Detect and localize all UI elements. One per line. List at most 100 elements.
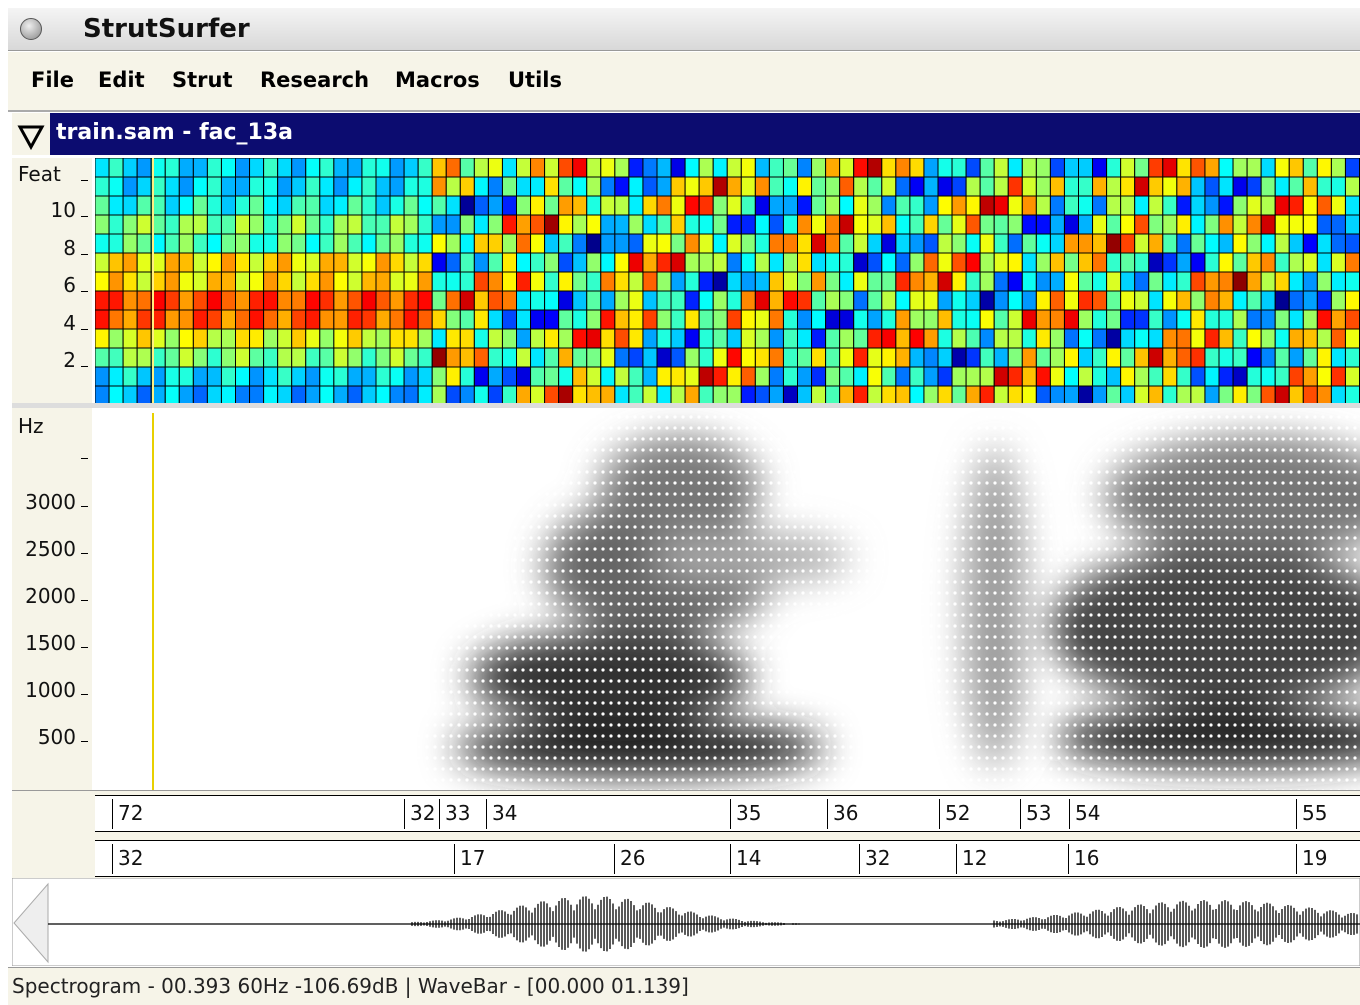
- heatmap-cell: [334, 367, 348, 386]
- heatmap-cell: [545, 348, 559, 367]
- heatmap-cell: [882, 329, 896, 348]
- heatmap-cell: [1121, 367, 1135, 386]
- heatmap-cell: [1036, 253, 1050, 272]
- heatmap-cell: [924, 291, 938, 310]
- heatmap-cell: [1036, 196, 1050, 215]
- heatmap-cell: [1205, 386, 1219, 403]
- menu-item[interactable]: File: [31, 68, 74, 92]
- axis-tick-label: 1500: [25, 631, 76, 655]
- heatmap-cell: [1163, 310, 1177, 329]
- heatmap-cell: [938, 158, 952, 177]
- heatmap-cell: [95, 291, 109, 310]
- heatmap-cell: [854, 177, 868, 196]
- heatmap-cell: [1064, 386, 1078, 403]
- heatmap-cell: [250, 348, 264, 367]
- heatmap-cell: [1135, 329, 1149, 348]
- heatmap-cell: [488, 291, 502, 310]
- heatmap-cell: [1093, 158, 1107, 177]
- heatmap-cell: [390, 291, 404, 310]
- segment-label[interactable]: 53: [1026, 801, 1051, 825]
- heatmap-cell: [783, 272, 797, 291]
- segment-label[interactable]: 32: [865, 846, 890, 870]
- heatmap-cell: [1064, 234, 1078, 253]
- menu-item[interactable]: Edit: [98, 68, 145, 92]
- heatmap-cell: [264, 234, 278, 253]
- heatmap-cell: [1050, 158, 1064, 177]
- segment-label[interactable]: 33: [445, 801, 470, 825]
- heatmap-cell: [629, 177, 643, 196]
- heatmap-cell: [1177, 215, 1191, 234]
- heatmap-cell: [236, 348, 250, 367]
- segment-label[interactable]: 32: [410, 801, 435, 825]
- heatmap-cell: [952, 272, 966, 291]
- window-button[interactable]: [20, 18, 42, 40]
- segment-label[interactable]: 12: [962, 846, 987, 870]
- segment-label[interactable]: 54: [1075, 801, 1100, 825]
- heatmap-cell: [755, 310, 769, 329]
- heatmap-cell: [207, 158, 221, 177]
- segment-label[interactable]: 19: [1302, 846, 1327, 870]
- heatmap-cell: [474, 367, 488, 386]
- heatmap-cell: [348, 329, 362, 348]
- segment-label[interactable]: 52: [945, 801, 970, 825]
- menu-item[interactable]: Macros: [395, 68, 480, 92]
- heatmap-cell: [207, 215, 221, 234]
- heatmap-cell: [685, 348, 699, 367]
- segment-label[interactable]: 72: [118, 801, 143, 825]
- heatmap-cell: [474, 348, 488, 367]
- segment-label[interactable]: 35: [736, 801, 761, 825]
- heatmap-cell: [531, 386, 545, 403]
- segment-label[interactable]: 55: [1302, 801, 1327, 825]
- heatmap-cell: [868, 348, 882, 367]
- menu-item[interactable]: Utils: [508, 68, 562, 92]
- heatmap-cell: [1135, 215, 1149, 234]
- heatmap-cell: [699, 196, 713, 215]
- heatmap-cell: [207, 272, 221, 291]
- heatmap-cell: [264, 310, 278, 329]
- segment-label[interactable]: 32: [118, 846, 143, 870]
- axis-tick-label: 500: [38, 725, 76, 749]
- heatmap-cell: [1149, 272, 1163, 291]
- heatmap-cell: [924, 329, 938, 348]
- heatmap-cell: [446, 272, 460, 291]
- heatmap-cell: [292, 367, 306, 386]
- segment-label[interactable]: 34: [492, 801, 517, 825]
- heatmap-cell: [812, 272, 826, 291]
- heatmap-cell: [699, 386, 713, 403]
- heatmap-cell: [840, 177, 854, 196]
- heatmap-cell: [559, 215, 573, 234]
- heatmap-cell: [741, 291, 755, 310]
- heatmap-cell: [292, 329, 306, 348]
- heatmap-cell: [446, 291, 460, 310]
- heatmap-cell: [362, 329, 376, 348]
- heatmap-cell: [1331, 367, 1345, 386]
- heatmap-cell: [1036, 272, 1050, 291]
- segment-label[interactable]: 26: [620, 846, 645, 870]
- heatmap-cell: [924, 367, 938, 386]
- heatmap-cell: [812, 253, 826, 272]
- segment-label[interactable]: 36: [833, 801, 858, 825]
- heatmap-cell: [502, 272, 516, 291]
- heatmap-cell: [671, 386, 685, 403]
- segment-label[interactable]: 17: [460, 846, 485, 870]
- heatmap-cell: [390, 234, 404, 253]
- heatmap-cell: [1331, 253, 1345, 272]
- menu-item[interactable]: Strut: [172, 68, 233, 92]
- heatmap-cell: [193, 272, 207, 291]
- heatmap-cell: [334, 291, 348, 310]
- heatmap-cell: [559, 348, 573, 367]
- heatmap-cell: [573, 272, 587, 291]
- heatmap-cell: [1317, 215, 1331, 234]
- heatmap-cell: [1275, 367, 1289, 386]
- collapse-toggle[interactable]: [12, 113, 50, 155]
- heatmap-cell: [671, 367, 685, 386]
- segment-label[interactable]: 14: [736, 846, 761, 870]
- heatmap-cell: [783, 177, 797, 196]
- heatmap-cell: [404, 348, 418, 367]
- heatmap-cell: [643, 310, 657, 329]
- menu-item[interactable]: Research: [260, 68, 369, 92]
- heatmap-cell: [1261, 348, 1275, 367]
- heatmap-cell: [1191, 386, 1205, 403]
- heatmap-cell: [292, 234, 306, 253]
- segment-label[interactable]: 16: [1074, 846, 1099, 870]
